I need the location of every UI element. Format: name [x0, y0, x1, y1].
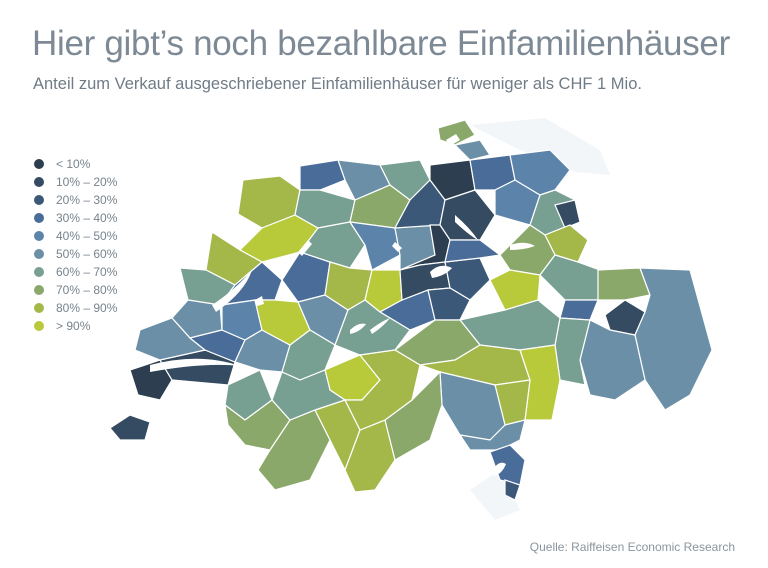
- lake: [484, 262, 494, 272]
- legend-item: > 90%: [34, 317, 117, 335]
- map-region: [489, 269, 541, 311]
- legend-label: 30% – 40%: [56, 211, 118, 225]
- lake-constance-area: [470, 118, 610, 175]
- map-region: [444, 239, 502, 263]
- legend-label: 20% – 30%: [56, 193, 118, 207]
- legend-item: 40% – 50%: [34, 227, 117, 245]
- chart-title: Hier gibt’s noch bezahlbare Einfamilienh…: [32, 24, 730, 63]
- legend-label: 10% – 20%: [56, 175, 118, 189]
- lake: [370, 318, 390, 334]
- map-region: [427, 287, 471, 321]
- legend-swatch: [34, 159, 44, 169]
- legend-label: 60% – 70%: [56, 265, 118, 279]
- legend-label: 40% – 50%: [56, 229, 118, 243]
- legend-item: 60% – 70%: [34, 263, 117, 281]
- map-region: [437, 119, 476, 146]
- legend-label: 50% – 60%: [56, 247, 118, 261]
- map-region: [109, 414, 151, 441]
- map-region: [458, 419, 526, 451]
- legend-item: < 10%: [34, 155, 117, 173]
- lake: [392, 242, 402, 252]
- map-region: [559, 299, 599, 321]
- map-region: [299, 159, 346, 191]
- lake: [446, 134, 460, 146]
- map-region: [453, 139, 491, 161]
- legend-swatch: [34, 267, 44, 277]
- legend-label: > 90%: [56, 319, 91, 333]
- legend-swatch: [34, 231, 44, 241]
- legend-label: 80% – 90%: [56, 301, 118, 315]
- map-region: [334, 299, 411, 356]
- lakes: [150, 134, 535, 476]
- southern-lakes-area: [470, 470, 520, 520]
- legend-swatch: [34, 177, 44, 187]
- map-legend: < 10% 10% – 20% 20% – 30% 30% – 40% 40% …: [34, 155, 117, 335]
- lake: [455, 215, 478, 240]
- legend-swatch: [34, 285, 44, 295]
- map-regions: [109, 119, 713, 501]
- legend-item: 80% – 90%: [34, 299, 117, 317]
- lake: [255, 296, 264, 306]
- lake: [510, 242, 535, 250]
- lake: [150, 358, 240, 372]
- map-region: [344, 349, 421, 431]
- legend-item: 30% – 40%: [34, 209, 117, 227]
- lake: [494, 462, 506, 476]
- lake: [430, 265, 452, 278]
- chart-subtitle: Anteil zum Verkauf ausgeschriebener Einf…: [33, 75, 642, 93]
- legend-swatch: [34, 249, 44, 259]
- map-region: [489, 444, 526, 486]
- legend-swatch: [34, 195, 44, 205]
- map-region: [597, 267, 651, 301]
- legend-swatch: [34, 321, 44, 331]
- legend-item: 20% – 30%: [34, 191, 117, 209]
- legend-swatch: [34, 303, 44, 313]
- legend-label: < 10%: [56, 157, 91, 171]
- legend-item: 50% – 60%: [34, 245, 117, 263]
- map-region: [554, 199, 581, 229]
- legend-label: 70% – 80%: [56, 283, 118, 297]
- map-region: [271, 369, 347, 421]
- legend-item: 10% – 20%: [34, 173, 117, 191]
- lake: [350, 323, 366, 334]
- legend-item: 70% – 80%: [34, 281, 117, 299]
- legend-swatch: [34, 213, 44, 223]
- map-region: [634, 267, 713, 411]
- map-region: [348, 221, 401, 271]
- map-region: [504, 479, 521, 501]
- lake: [298, 240, 312, 256]
- source-note: Quelle: Raiffeisen Economic Research: [529, 540, 735, 554]
- lake: [212, 270, 252, 312]
